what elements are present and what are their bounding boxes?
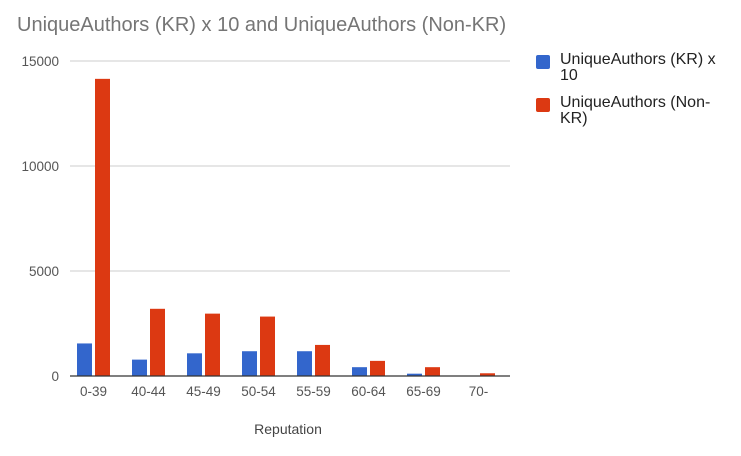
bar-series2-45-49 [205, 313, 220, 376]
legend-label: UniqueAuthors (KR) x 10 [560, 51, 716, 84]
bar-series2-70- [480, 373, 495, 376]
bar-series2-50-54 [260, 316, 275, 376]
legend-swatch [536, 98, 550, 112]
legend: UniqueAuthors (KR) x 10 UniqueAuthors (No… [536, 52, 726, 138]
y-tick-label: 5000 [29, 264, 59, 279]
x-tick-label: 40-44 [131, 384, 166, 399]
bar-series1-40-44 [132, 359, 147, 376]
x-tick-label: 65-69 [406, 384, 441, 399]
y-tick-label: 10000 [21, 159, 59, 174]
bar-series1-50-54 [242, 351, 257, 376]
bar-series2-40-44 [150, 308, 165, 376]
bar-series1-55-59 [297, 351, 312, 376]
grid-lines [70, 60, 510, 272]
bar-series1-0-39 [77, 343, 92, 376]
bar-series1-65-69 [407, 373, 422, 376]
x-tick-label: 55-59 [296, 384, 331, 399]
x-tick-label: 60-64 [351, 384, 386, 399]
x-axis-label: Reputation [254, 421, 322, 437]
legend-swatch [536, 55, 550, 69]
legend-item: UniqueAuthors (KR) x 10 [536, 52, 726, 84]
x-tick-label: 50-54 [241, 384, 276, 399]
y-tick-label: 15000 [21, 54, 59, 69]
bar-series1-45-49 [187, 353, 202, 376]
chart-title: UniqueAuthors (KR) x 10 and UniqueAuthor… [17, 14, 507, 36]
x-tick-label: 0-39 [80, 384, 107, 399]
y-tick-label: 0 [51, 369, 59, 384]
x-tick-label: 45-49 [186, 384, 221, 399]
legend-item: UniqueAuthors (Non-KR) [536, 95, 726, 127]
x-tick-label: 70- [469, 384, 489, 399]
bar-series2-0-39 [95, 78, 110, 376]
axes: 0 5000 10000 15000 0-39 40-44 45-49 50-54 55-59 6… [21, 54, 510, 399]
bars [77, 78, 495, 376]
bar-series2-60-64 [370, 360, 385, 376]
bar-series2-65-69 [425, 367, 440, 376]
legend-label: UniqueAuthors (Non-KR) [560, 94, 711, 127]
bar-series2-55-59 [315, 344, 330, 376]
bar-series1-60-64 [352, 367, 367, 376]
